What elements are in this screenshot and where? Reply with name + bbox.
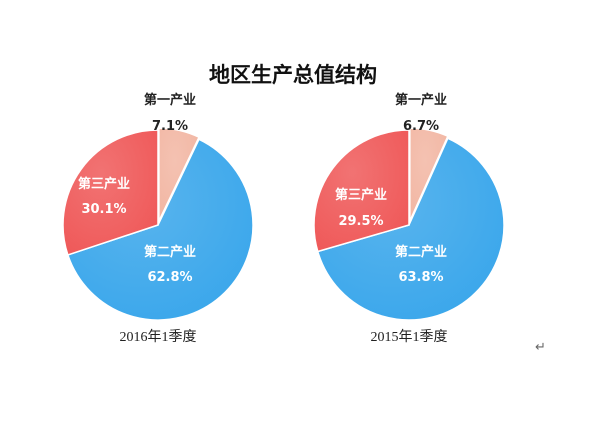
pie-slice-primary	[158, 127, 201, 222]
caption-2016q1: 2016年1季度	[120, 329, 197, 345]
pie-slice-tertiary	[62, 129, 159, 256]
paragraph-mark: ↵	[535, 340, 546, 355]
slice-value-primary: 7.1%	[152, 119, 188, 134]
slice-label-secondary: 第二产业	[395, 244, 447, 260]
pie-slice-tertiary	[313, 129, 410, 253]
slice-label-primary: 第一产业	[395, 92, 447, 108]
slice-value-secondary: 63.8%	[398, 270, 443, 285]
slice-value-primary: 6.7%	[403, 119, 439, 134]
caption-2015q1: 2015年1季度	[371, 329, 448, 345]
slice-label-tertiary: 第三产业	[78, 176, 130, 192]
slice-label-primary: 第一产业	[144, 92, 196, 108]
slice-value-tertiary: 29.5%	[338, 214, 383, 229]
slice-label-tertiary: 第三产业	[335, 187, 387, 203]
slice-value-secondary: 62.8%	[147, 270, 192, 285]
pie-chart-2015q1: 第一产业 6.7% 第二产业 63.8% 第三产业 29.5%	[313, 92, 505, 321]
pie-chart-2016q1: 第一产业 7.1% 第二产业 62.8% 第三产业 30.1%	[62, 92, 254, 321]
slice-label-secondary: 第二产业	[144, 244, 196, 260]
pie-slice-secondary	[316, 137, 505, 321]
slice-value-tertiary: 30.1%	[81, 202, 126, 217]
pie-slice-secondary	[66, 138, 254, 321]
pie-slice-primary	[409, 127, 449, 222]
chart-title: 地区生产总值结构	[209, 63, 377, 87]
